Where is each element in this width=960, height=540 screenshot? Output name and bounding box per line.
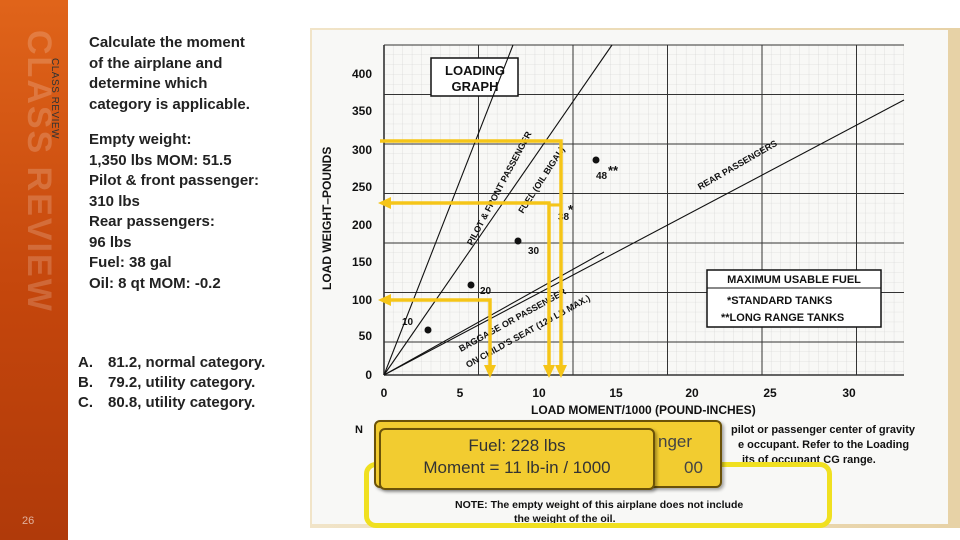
load-lines bbox=[383, 44, 905, 376]
fuel-points bbox=[424, 156, 600, 334]
fuel-point-label: 10 bbox=[402, 317, 414, 328]
question-line: of the airplane and bbox=[89, 54, 223, 72]
question-text: Calculate the moment of the airplane and… bbox=[89, 33, 304, 294]
y-tick-label: 250 bbox=[352, 180, 372, 194]
note-line: the weight of the oil. bbox=[514, 513, 616, 524]
question-line: Fuel: 38 gal bbox=[89, 254, 172, 271]
graph-title-box: LOADING GRAPH bbox=[430, 57, 519, 97]
x-axis-label: LOAD MOMENT/1000 (POUND-INCHES) bbox=[531, 403, 756, 417]
question-line: 1,350 lbs MOM: 51.5 bbox=[89, 151, 232, 169]
note-letter: N bbox=[355, 424, 363, 436]
callout-fuel-weight: Fuel: 228 lbs bbox=[468, 436, 566, 455]
fuel-point bbox=[592, 156, 600, 164]
x-tick-label: 5 bbox=[457, 386, 464, 400]
question-line: 310 lbs bbox=[89, 192, 140, 210]
note-line: e occupant. Refer to the Loading bbox=[738, 439, 909, 451]
answer-text: 80.8, utility category. bbox=[108, 394, 256, 411]
fuel-point-label: 38 bbox=[558, 212, 570, 223]
answer-option-a[interactable]: A. 81.2, normal category. bbox=[78, 353, 265, 373]
baggage-line bbox=[383, 251, 605, 376]
rear-passengers-line bbox=[383, 99, 905, 376]
question-spacer bbox=[89, 115, 304, 130]
loading-graph-svg: 400 350 300 250 200 150 100 50 0 0 5 10 … bbox=[320, 44, 916, 524]
rear-highlight-path bbox=[384, 298, 492, 372]
fuel-point-labels: 10 20 30 38 * 48 ** bbox=[402, 163, 619, 328]
fuel-point bbox=[514, 237, 522, 245]
graph-title-line: GRAPH bbox=[452, 79, 499, 94]
fuel-point-label: 30 bbox=[528, 246, 540, 257]
callout-fuel-moment: Moment = 11 lb-in / 1000 bbox=[423, 458, 611, 477]
answer-letter: C. bbox=[78, 394, 93, 411]
max-fuel-line: **LONG RANGE TANKS bbox=[721, 312, 844, 324]
fuel-line bbox=[383, 44, 613, 376]
x-tick-label: 0 bbox=[381, 386, 388, 400]
question-line: Pilot & front passenger: bbox=[89, 172, 260, 189]
y-tick-label: 50 bbox=[359, 329, 373, 343]
y-axis-label: LOAD WEIGHT–POUNDS bbox=[320, 147, 334, 290]
answer-list: A. 81.2, normal category. B. 79.2, utility… bbox=[78, 353, 265, 413]
fuel-point-label: 48 bbox=[596, 171, 608, 182]
callout-peek-text: 00 bbox=[684, 458, 703, 477]
y-tick-label: 100 bbox=[352, 293, 372, 307]
pilot-highlight-path bbox=[380, 139, 563, 372]
star-marker: ** bbox=[608, 163, 619, 178]
answer-letter: A. bbox=[78, 354, 93, 371]
y-tick-labels: 400 350 300 250 200 150 100 50 0 bbox=[352, 67, 372, 382]
fuel-point bbox=[467, 281, 475, 289]
answer-option-c[interactable]: C. 80.8, utility category. bbox=[78, 393, 265, 413]
fuel-point-label: 20 bbox=[480, 286, 492, 297]
callout-fuel: Fuel: 228 lbs Moment = 11 lb-in / 1000 bbox=[379, 428, 655, 490]
answer-text: 79.2, utility category. bbox=[108, 374, 256, 391]
answer-text: 81.2, normal category. bbox=[108, 354, 266, 371]
x-tick-label: 20 bbox=[685, 386, 699, 400]
bottom-note: NOTE: The empty weight of this airplane … bbox=[455, 499, 743, 524]
y-tick-label: 0 bbox=[365, 368, 372, 382]
question-line: determine which bbox=[89, 75, 208, 92]
y-tick-label: 150 bbox=[352, 255, 372, 269]
major-gridlines bbox=[383, 44, 904, 376]
y-tick-label: 400 bbox=[352, 67, 372, 81]
question-line: Oil: 8 qt MOM: -0.2 bbox=[89, 274, 221, 292]
highlight-arrows bbox=[380, 139, 563, 372]
question-line: 96 lbs bbox=[89, 233, 132, 251]
sidebar: CLASS REVIEW 26 bbox=[0, 0, 68, 540]
note-line: NOTE: The empty weight of this airplane … bbox=[455, 499, 743, 511]
x-tick-label: 10 bbox=[532, 386, 546, 400]
question-line: Empty weight: bbox=[89, 131, 192, 148]
max-fuel-line: *STANDARD TANKS bbox=[727, 295, 832, 307]
fuel-point bbox=[424, 326, 432, 334]
y-tick-label: 200 bbox=[352, 218, 372, 232]
section-label: CLASS REVIEW bbox=[49, 58, 60, 140]
pilot-front-line bbox=[383, 44, 514, 376]
max-fuel-box: MAXIMUM USABLE FUEL *STANDARD TANKS **LO… bbox=[706, 269, 882, 328]
graph-title-line: LOADING bbox=[445, 63, 505, 78]
arrow-heads bbox=[378, 197, 567, 378]
question-line: category is applicable. bbox=[89, 95, 250, 113]
star-marker: * bbox=[568, 202, 574, 217]
x-tick-label: 15 bbox=[609, 386, 623, 400]
note-line: pilot or passenger center of gravity bbox=[731, 424, 916, 436]
slide-number: 26 bbox=[22, 515, 35, 527]
max-fuel-title: MAXIMUM USABLE FUEL bbox=[727, 274, 861, 286]
fuel-highlight-path bbox=[384, 201, 551, 372]
question-line: Calculate the moment bbox=[89, 34, 245, 51]
answer-letter: B. bbox=[78, 374, 93, 391]
x-tick-label: 30 bbox=[842, 386, 856, 400]
y-tick-label: 300 bbox=[352, 143, 372, 157]
x-tick-label: 25 bbox=[763, 386, 777, 400]
callout-peek-text: nger bbox=[658, 432, 693, 451]
x-tick-labels: 0 5 10 15 20 25 30 bbox=[381, 386, 856, 400]
question-line: Rear passengers: bbox=[89, 213, 215, 230]
answer-option-b[interactable]: B. 79.2, utility category. bbox=[78, 373, 265, 393]
y-tick-label: 350 bbox=[352, 104, 372, 118]
